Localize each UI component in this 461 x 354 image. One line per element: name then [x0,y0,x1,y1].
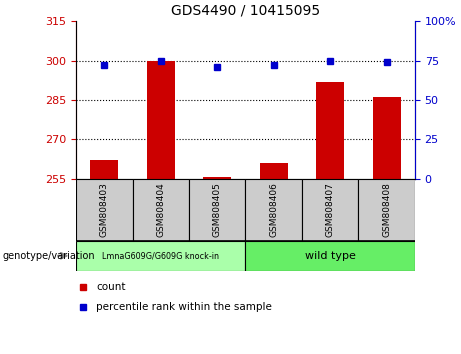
Bar [90,160,118,179]
Bar [358,179,415,241]
Bar [372,97,401,179]
Bar [76,241,245,271]
Title: GDS4490 / 10415095: GDS4490 / 10415095 [171,3,320,17]
Text: LmnaG609G/G609G knock-in: LmnaG609G/G609G knock-in [102,251,219,260]
Bar [245,241,415,271]
Bar [189,179,245,241]
Bar [316,82,344,179]
Bar [147,61,175,179]
Text: percentile rank within the sample: percentile rank within the sample [96,302,272,313]
Bar [302,179,359,241]
Bar [76,179,133,241]
Text: genotype/variation: genotype/variation [2,251,95,261]
Text: GSM808407: GSM808407 [325,182,335,237]
Bar [245,179,302,241]
Text: GSM808406: GSM808406 [269,182,278,237]
Bar [203,177,231,179]
Text: count: count [96,282,126,292]
Text: wild type: wild type [305,251,355,261]
Text: GSM808408: GSM808408 [382,182,391,237]
Bar [133,179,189,241]
Text: GSM808404: GSM808404 [156,182,165,237]
Text: GSM808403: GSM808403 [100,182,109,237]
Bar [260,163,288,179]
Text: GSM808405: GSM808405 [213,182,222,237]
